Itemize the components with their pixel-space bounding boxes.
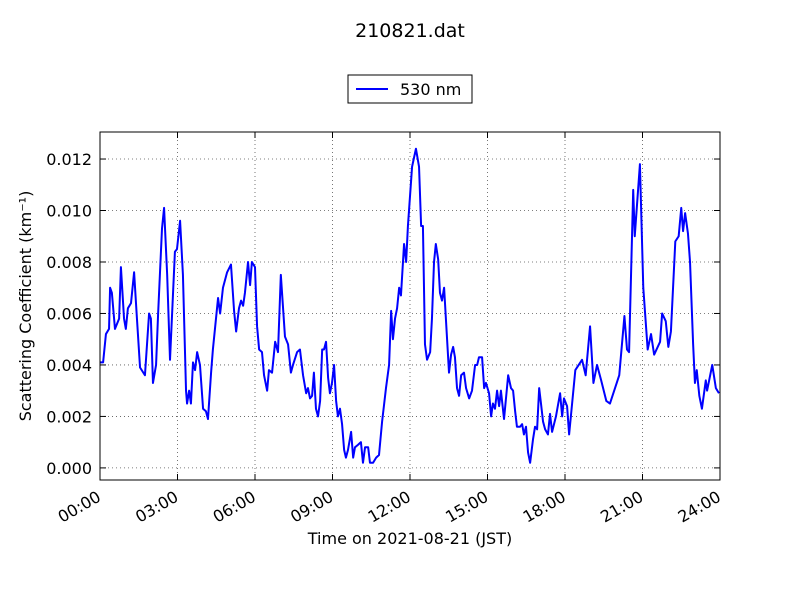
- y-tick-label: 0.012: [46, 150, 92, 169]
- y-axis-label: Scattering Coefficient (km⁻¹): [16, 191, 35, 422]
- y-tick-label: 0.000: [46, 459, 92, 478]
- x-axis-label: Time on 2021-08-21 (JST): [307, 529, 512, 548]
- y-tick-label: 0.004: [46, 356, 92, 375]
- y-tick-label: 0.008: [46, 253, 92, 272]
- data-line: [100, 147, 720, 464]
- plot-frame: [99, 131, 721, 481]
- y-tick-label: 0.006: [46, 304, 92, 323]
- y-tick-label: 0.010: [46, 202, 92, 221]
- legend-label: 530 nm: [400, 80, 461, 99]
- chart-title: 210821.dat: [355, 20, 465, 42]
- y-tick-label: 0.002: [46, 407, 92, 426]
